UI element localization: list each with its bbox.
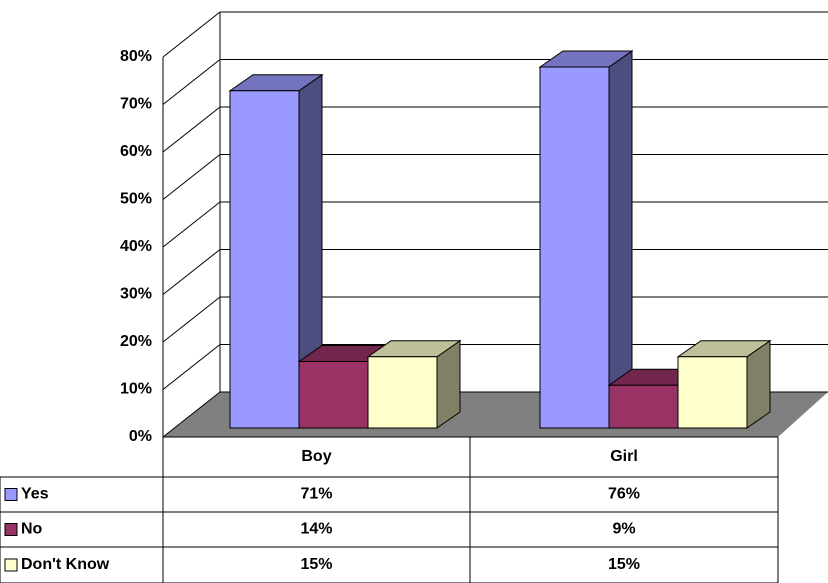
- y-tick-label: 80%: [120, 48, 152, 65]
- bar: [539, 66, 610, 429]
- bar: [229, 90, 300, 429]
- table-value: 15%: [300, 556, 332, 573]
- legend-swatch: [4, 558, 18, 572]
- grid-line-side: [162, 201, 221, 248]
- bar: [608, 384, 679, 429]
- grid-line-side: [162, 391, 221, 438]
- legend-label: No: [21, 521, 43, 538]
- legend-label: Don't Know: [21, 556, 110, 573]
- y-tick-label: 0%: [129, 428, 152, 445]
- y-tick-label: 20%: [120, 333, 152, 350]
- grid-line-side: [162, 296, 221, 343]
- table-value: 9%: [612, 521, 635, 538]
- legend-label: Yes: [21, 486, 49, 503]
- legend-swatch: [4, 523, 18, 536]
- legend-swatch: [4, 488, 18, 501]
- table-value: 71%: [300, 486, 332, 503]
- grid-line-side: [162, 249, 221, 295]
- y-tick-label: 30%: [120, 286, 152, 303]
- x-tick-label: Boy: [301, 448, 331, 465]
- grid-line-side: [162, 59, 221, 105]
- y-tick-label: 50%: [120, 191, 152, 208]
- x-tick-label: Girl: [610, 448, 638, 465]
- grid-line-side: [162, 344, 221, 390]
- y-tick-label: 10%: [120, 381, 152, 398]
- table-value: 14%: [300, 521, 332, 538]
- table-value: 76%: [608, 486, 640, 503]
- y-tick-label: 60%: [120, 143, 152, 160]
- y-tick-label: 70%: [120, 96, 152, 113]
- y-tick-label: 40%: [120, 238, 152, 255]
- bar: [677, 356, 748, 429]
- grid-line-side: [162, 106, 221, 153]
- table-value: 15%: [608, 556, 640, 573]
- bar: [367, 356, 438, 429]
- grid-line-side: [162, 11, 221, 58]
- bar: [298, 361, 369, 429]
- grid-line-side: [162, 154, 221, 200]
